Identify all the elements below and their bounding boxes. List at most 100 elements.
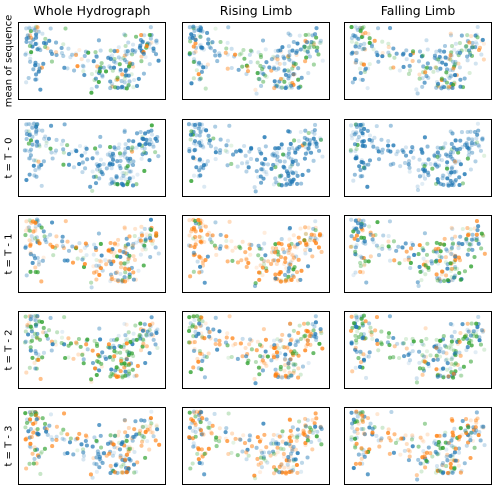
gauge-point bbox=[130, 367, 135, 372]
gauge-point bbox=[197, 427, 202, 432]
gauge-point bbox=[426, 361, 431, 366]
gauge-point bbox=[101, 451, 107, 456]
gauge-point bbox=[433, 449, 438, 454]
gauge-point bbox=[226, 451, 231, 457]
gauge-point bbox=[432, 53, 437, 58]
gauge-point bbox=[114, 174, 119, 179]
gauge-point bbox=[42, 421, 48, 427]
gauge-point bbox=[353, 33, 358, 39]
gauge-point bbox=[259, 455, 264, 460]
gauge-point bbox=[234, 149, 239, 154]
gauge-point bbox=[432, 439, 437, 444]
gauge-point bbox=[404, 48, 409, 53]
gauge-point bbox=[206, 133, 211, 138]
gauge-point bbox=[410, 349, 415, 354]
gauge-point bbox=[244, 457, 249, 462]
gauge-point bbox=[34, 128, 39, 133]
gauge-point bbox=[474, 136, 479, 141]
gauge-point bbox=[127, 445, 132, 450]
gauge-point bbox=[116, 279, 121, 284]
gauge-point bbox=[94, 469, 99, 474]
gauge-point bbox=[208, 429, 213, 435]
gauge-point bbox=[73, 437, 78, 442]
gauge-point bbox=[286, 365, 291, 370]
gauge-point bbox=[34, 174, 39, 179]
gauge-point bbox=[196, 72, 201, 77]
gauge-point bbox=[126, 242, 131, 247]
gauge-point bbox=[291, 328, 296, 333]
gauge-point bbox=[400, 148, 405, 153]
gauge-point bbox=[465, 321, 470, 326]
gauge-point bbox=[92, 338, 97, 343]
gauge-point bbox=[359, 128, 364, 134]
gauge-point bbox=[359, 61, 364, 66]
gauge-point bbox=[391, 161, 396, 166]
gauge-point bbox=[114, 269, 119, 274]
gauge-point bbox=[240, 161, 245, 166]
gauge-point bbox=[197, 33, 202, 38]
gauge-point bbox=[187, 25, 192, 30]
gauge-point bbox=[101, 65, 106, 70]
gauge-point bbox=[443, 55, 448, 60]
gauge-point bbox=[54, 40, 59, 45]
gauge-point bbox=[307, 54, 313, 59]
gauge-point bbox=[286, 31, 291, 36]
row-label: t = T - 2 bbox=[3, 329, 15, 371]
gauge-point bbox=[81, 453, 86, 458]
gauge-point bbox=[379, 436, 384, 441]
gauge-point bbox=[293, 362, 298, 367]
gauge-point bbox=[480, 137, 485, 142]
gauge-point bbox=[467, 242, 472, 247]
gauge-point bbox=[423, 272, 428, 277]
gauge-point bbox=[425, 47, 430, 52]
gauge-point bbox=[306, 168, 311, 173]
gauge-point bbox=[419, 54, 424, 59]
gauge-point bbox=[107, 259, 112, 264]
gauge-point bbox=[457, 159, 462, 164]
gauge-point bbox=[441, 350, 446, 355]
gauge-point bbox=[28, 441, 33, 446]
gauge-point bbox=[353, 122, 358, 127]
gauge-point bbox=[115, 159, 120, 164]
gauge-point bbox=[287, 226, 292, 231]
gauge-point bbox=[356, 452, 361, 457]
gauge-point bbox=[97, 455, 102, 460]
gauge-point bbox=[294, 50, 299, 55]
gauge-point bbox=[360, 336, 365, 341]
gauge-point bbox=[31, 430, 36, 435]
gauge-point bbox=[238, 437, 243, 442]
gauge-point bbox=[261, 455, 266, 460]
gauge-point bbox=[473, 40, 479, 45]
gauge-point bbox=[214, 252, 219, 258]
gauge-point bbox=[33, 77, 38, 82]
gauge-point bbox=[373, 328, 378, 333]
gauge-point bbox=[282, 61, 287, 66]
gauge-point bbox=[37, 142, 42, 147]
gauge-point bbox=[283, 256, 288, 261]
gauge-point bbox=[134, 337, 139, 342]
gauge-point bbox=[472, 129, 478, 135]
gauge-point bbox=[303, 39, 308, 44]
gauge-point bbox=[125, 372, 130, 377]
gauge-point bbox=[358, 70, 363, 76]
gauge-point bbox=[423, 263, 428, 268]
gauge-point bbox=[289, 163, 294, 169]
gauge-point bbox=[452, 426, 457, 431]
gauge-point bbox=[226, 25, 231, 30]
gauge-point bbox=[237, 244, 242, 249]
gauge-point bbox=[127, 169, 132, 174]
gauge-point bbox=[155, 135, 160, 140]
gauge-point bbox=[94, 372, 99, 378]
gauge-point bbox=[89, 377, 94, 382]
gauge-point bbox=[451, 371, 456, 376]
gauge-point bbox=[49, 59, 54, 64]
gauge-point bbox=[410, 342, 415, 347]
gauge-point bbox=[401, 64, 406, 69]
gauge-point bbox=[437, 254, 442, 259]
gauge-point bbox=[437, 276, 442, 281]
gauge-point bbox=[308, 45, 313, 50]
gauge-point bbox=[27, 461, 32, 466]
gauge-point bbox=[139, 233, 145, 238]
gauge-point bbox=[449, 459, 454, 464]
gauge-point bbox=[302, 238, 307, 243]
